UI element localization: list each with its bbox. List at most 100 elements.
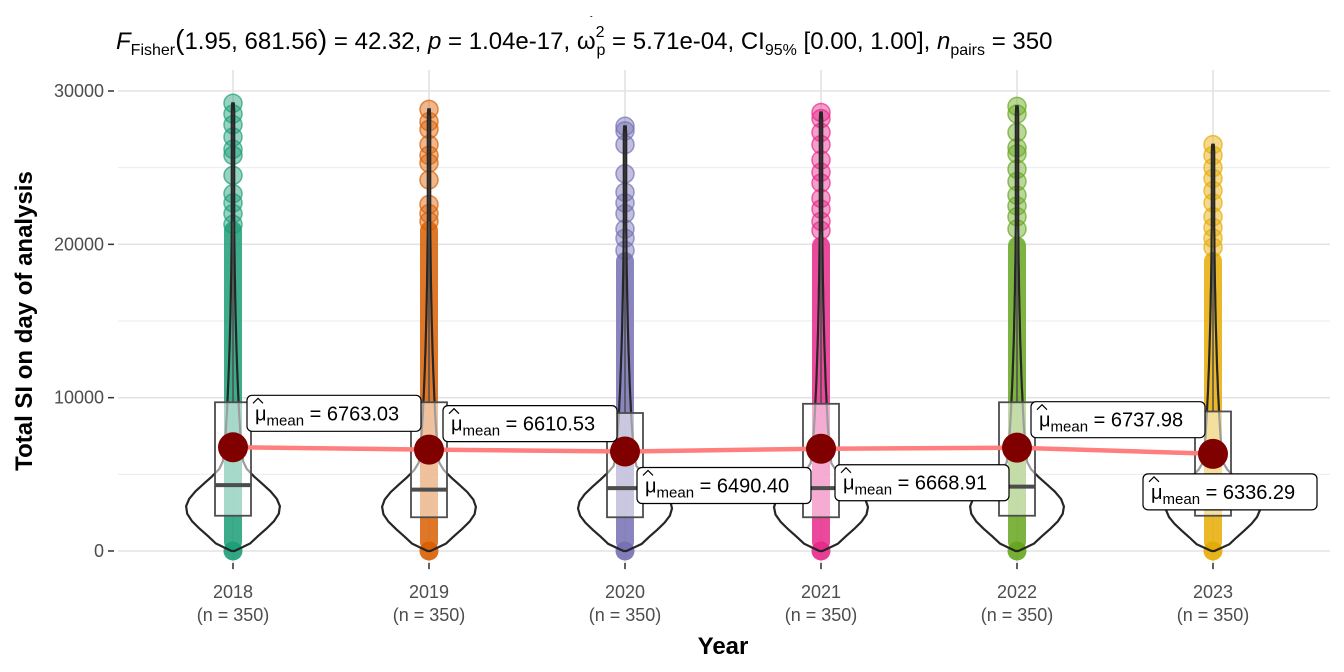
x-tick-label: 2020 <box>605 582 645 602</box>
mean-label-box <box>246 394 422 432</box>
mean-hat <box>642 469 654 476</box>
group-2022 <box>968 96 1066 561</box>
mean-label-box <box>1030 401 1206 439</box>
title-stat-name: F <box>116 28 131 55</box>
data-point <box>811 173 831 193</box>
mean-point <box>414 434 444 465</box>
mean-point <box>610 436 640 467</box>
x-tick-label: 2018 <box>213 582 253 602</box>
data-point <box>615 164 635 184</box>
data-point <box>1007 137 1027 158</box>
data-point <box>419 170 439 190</box>
data-point <box>615 203 635 224</box>
title-p-label: p <box>428 28 442 55</box>
title-n-label: n <box>936 28 951 55</box>
x-tick-label: 2022 <box>997 582 1037 602</box>
title-ci-sub: 95% <box>764 42 797 59</box>
data-point <box>1007 219 1027 239</box>
mean-label-text: μmean = 6610.53 <box>451 414 595 440</box>
x-n-label: (n = 350) <box>393 605 466 625</box>
mean-label: μmean = 6336.29 <box>1142 473 1318 511</box>
y-tick-label: 0 <box>94 541 104 561</box>
y-tick-label: 10000 <box>54 388 104 408</box>
mean-point <box>806 433 836 464</box>
data-point <box>1203 206 1223 227</box>
data-point <box>615 134 635 155</box>
mean-label: μmean = 6668.91 <box>834 464 1010 502</box>
title-effect-sub: p <box>596 42 606 59</box>
x-tick-label: 2019 <box>409 582 449 602</box>
chart-title: FFisher(1.95, 681.56) = 42.32, p = 1.04e… <box>116 24 1053 60</box>
title-ci-value: [0.00, 1.00], <box>803 28 931 55</box>
data-point <box>1007 196 1027 216</box>
data-point <box>615 182 635 202</box>
mean-label-text: μmean = 6336.29 <box>1151 482 1295 508</box>
data-point <box>811 162 831 183</box>
data-point <box>811 134 831 155</box>
x-n-label: (n = 350) <box>785 605 858 625</box>
mean-hat <box>1036 403 1048 411</box>
data-point <box>811 188 831 209</box>
title-p-value: = 1.04e-17, <box>448 28 571 55</box>
title-effect-value: = 5.71e-04, <box>612 28 735 55</box>
mean-point <box>1198 438 1228 469</box>
data-point <box>419 153 439 173</box>
x-n-label: (n = 350) <box>589 605 662 625</box>
mean-label: μmean = 6763.03 <box>246 394 422 432</box>
x-n-label: (n = 350) <box>197 605 270 625</box>
data-point <box>615 193 635 213</box>
data-point <box>223 165 243 186</box>
data-point <box>1203 157 1223 178</box>
data-point <box>1203 217 1223 238</box>
mean-label-text: μmean = 6763.03 <box>255 403 399 429</box>
y-axis-label: Total SI on day of analysis <box>11 171 38 471</box>
data-point <box>419 145 439 166</box>
data-point <box>1007 185 1027 206</box>
mean-line <box>232 445 1214 457</box>
title-effect-label: ω <box>576 28 596 55</box>
mean-point <box>1002 432 1032 463</box>
mean-hat <box>252 397 264 404</box>
mean-label: μmean = 6490.40 <box>636 466 812 505</box>
mean-label-box <box>834 464 1010 502</box>
x-n-label: (n = 350) <box>981 605 1054 625</box>
title-stat-sub: Fisher <box>130 42 176 59</box>
group-2021 <box>772 102 870 561</box>
mean-label-text: μmean = 6668.91 <box>843 473 987 499</box>
mean-label-box <box>442 405 618 443</box>
mean-label: μmean = 6737.98 <box>1030 401 1206 439</box>
mean-hat <box>448 407 460 415</box>
group-2019 <box>380 99 478 561</box>
title-stat-value: = 42.32, <box>333 28 422 55</box>
title-effect-hat: ω2p <box>577 24 606 60</box>
y-tick-label: 30000 <box>54 81 104 101</box>
data-point <box>419 119 439 140</box>
mean-point <box>218 432 248 463</box>
mean-label: μmean = 6610.53 <box>442 405 618 443</box>
mean-label-box <box>1142 473 1318 511</box>
title-effect-sup: 2 <box>595 24 605 41</box>
title-n-sub: pairs <box>950 42 986 59</box>
mean-label-text: μmean = 6737.98 <box>1039 410 1183 436</box>
group-2018 <box>184 93 282 561</box>
data-point <box>1007 122 1027 143</box>
x-n-label: (n = 350) <box>1177 605 1250 625</box>
x-tick-label: 2021 <box>801 582 841 602</box>
x-axis-label: Year <box>698 633 749 660</box>
data-point <box>811 108 831 129</box>
x-tick-label: 2023 <box>1193 582 1233 602</box>
mean-hat <box>840 466 852 474</box>
data-point <box>1203 193 1223 213</box>
data-point <box>1007 144 1027 164</box>
data-point <box>223 193 243 213</box>
mean-label-box <box>636 466 812 505</box>
title-ci-label: CI <box>740 28 765 55</box>
y-tick-label: 20000 <box>54 234 104 254</box>
mean-hat <box>1148 475 1160 483</box>
data-point <box>223 139 243 160</box>
title-n-value: = 350 <box>991 28 1053 55</box>
mean-label-text: μmean = 6490.40 <box>645 475 789 501</box>
title-args: 1.95, 681.56 <box>184 28 318 55</box>
data-point <box>223 145 243 166</box>
